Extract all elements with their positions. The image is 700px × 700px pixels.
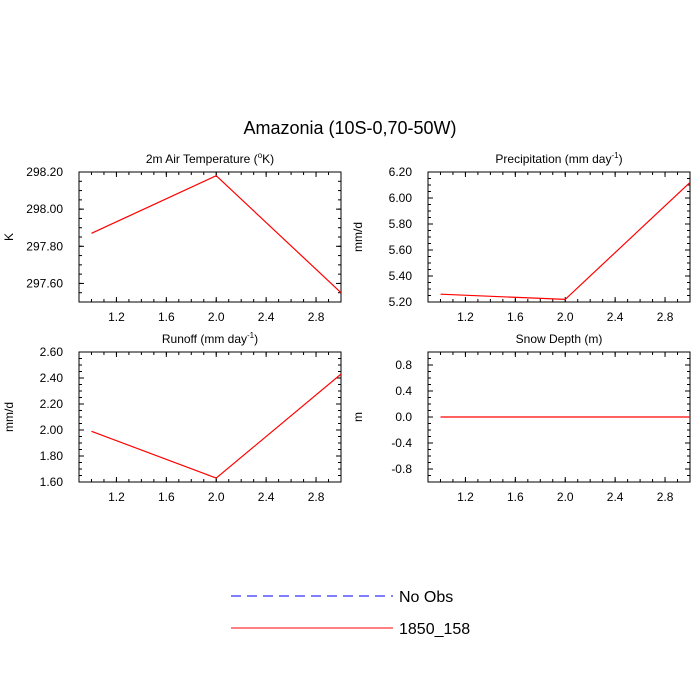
panel-3: Runoff (mm day-1) mm/d 1.2 1.6 2.0 2.4 2.8 1.60…	[2, 331, 342, 504]
y-axis-label: mm/d	[351, 222, 365, 252]
y-tick-label: 5.20	[389, 295, 413, 309]
y-axis-label: mm/d	[2, 402, 16, 432]
x-tick-label: 2.4	[258, 490, 275, 504]
y-tick-label: 1.60	[40, 475, 64, 489]
y-tick-label: 2.20	[40, 397, 64, 411]
x-tick-label: 2.0	[557, 310, 574, 324]
legend: No Obs 1850_158	[231, 589, 470, 638]
x-tick-label: 1.2	[457, 310, 474, 324]
series-line-1850_158	[440, 181, 690, 301]
x-tick-label: 2.4	[607, 310, 624, 324]
panels: 2m Air Temperature (oK) K 1.2 1.6 2.0 2.4 2.8 2…	[2, 151, 691, 504]
panel-4: Snow Depth (m) m 1.2 1.6 2.0 2.4 2.8 -0.8 -0.4 0.…	[351, 332, 691, 504]
y-tick-label: 6.20	[389, 165, 413, 179]
y-tick-label: 297.60	[26, 276, 63, 290]
x-tick-label: 2.4	[607, 490, 624, 504]
x-tick-label: 1.2	[457, 490, 474, 504]
plot-frame	[427, 171, 691, 303]
x-tick-label: 1.2	[108, 310, 125, 324]
x-tick-label: 2.8	[657, 310, 674, 324]
y-axis-label: K	[2, 233, 16, 241]
plot-frame	[78, 171, 342, 303]
panel-title-main: 2m Air Temperature (	[146, 152, 258, 166]
panel-title: Precipitation (mm day-1)	[495, 151, 622, 166]
y-axis-label: m	[351, 412, 365, 422]
panel-title-sup: o	[258, 151, 263, 160]
legend-label-2: 1850_158	[399, 621, 470, 638]
panel-title-main: Snow Depth (m)	[516, 332, 603, 346]
y-tick-label: 1.80	[40, 449, 64, 463]
legend-label-1: No Obs	[399, 589, 453, 606]
x-tick-label: 2.8	[308, 310, 325, 324]
y-tick-label: 0.0	[395, 410, 412, 424]
y-tick-label: 2.60	[40, 345, 64, 359]
panel-title-tail: )	[254, 332, 258, 346]
panel-title-main: Precipitation (mm day	[495, 152, 611, 166]
x-tick-label: 2.4	[258, 310, 275, 324]
panel-1: 2m Air Temperature (oK) K 1.2 1.6 2.0 2.4 2.8 2…	[2, 151, 342, 324]
panel-title: Snow Depth (m)	[516, 332, 603, 346]
y-tick-label: -0.4	[391, 436, 412, 450]
y-tick-label: 5.60	[389, 243, 413, 257]
panel-title: Runoff (mm day-1)	[162, 331, 258, 346]
plot-frame	[78, 351, 342, 483]
x-tick-label: 1.6	[507, 490, 524, 504]
x-tick-label: 2.8	[657, 490, 674, 504]
series-line-1850_158	[91, 174, 341, 294]
panel-title: 2m Air Temperature (oK)	[146, 151, 274, 166]
panel-title-tail: )	[619, 152, 623, 166]
y-tick-label: 5.80	[389, 217, 413, 231]
x-tick-label: 1.2	[108, 490, 125, 504]
y-tick-label: 297.80	[26, 239, 63, 253]
panel-2: Precipitation (mm day-1) mm/d 1.2 1.6 2.0 2.4…	[351, 151, 691, 324]
figure-title: Amazonia (10S-0,70-50W)	[243, 118, 456, 138]
y-tick-label: 2.40	[40, 371, 64, 385]
x-tick-label: 1.6	[158, 310, 175, 324]
x-tick-label: 2.8	[308, 490, 325, 504]
x-tick-label: 2.0	[208, 490, 225, 504]
x-tick-label: 1.6	[507, 310, 524, 324]
series-line-1850_158	[91, 373, 341, 479]
x-tick-label: 1.6	[158, 490, 175, 504]
y-tick-label: -0.8	[391, 462, 412, 476]
y-tick-label: 2.00	[40, 423, 64, 437]
y-tick-label: 6.00	[389, 191, 413, 205]
y-tick-label: 0.4	[395, 384, 412, 398]
panel-title-sup: -1	[611, 151, 619, 160]
y-tick-label: 298.00	[26, 202, 63, 216]
y-tick-label: 5.40	[389, 269, 413, 283]
x-tick-label: 2.0	[557, 490, 574, 504]
panel-title-tail: K)	[262, 152, 274, 166]
panel-title-sup: -1	[247, 331, 255, 340]
y-tick-label: 0.8	[395, 358, 412, 372]
panel-title-main: Runoff (mm day	[162, 332, 247, 346]
x-tick-label: 2.0	[208, 310, 225, 324]
y-tick-label: 298.20	[26, 165, 63, 179]
